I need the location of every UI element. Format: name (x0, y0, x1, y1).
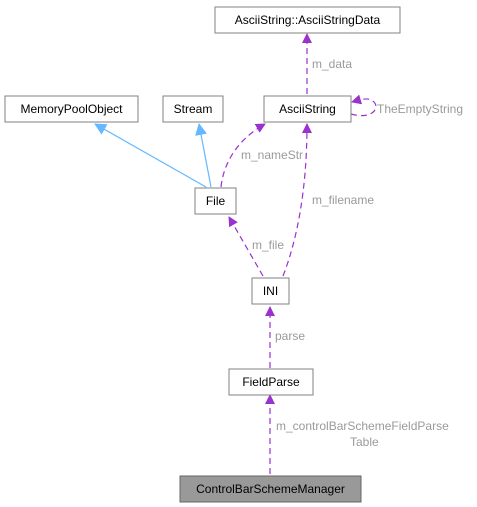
node-ini-label: INI (263, 284, 278, 298)
edge-m-filename (282, 123, 312, 277)
label-parse: parse (275, 329, 305, 343)
node-ascii-string[interactable]: AsciiString (263, 95, 352, 123)
node-memory-pool-object-label: MemoryPoolObject (20, 102, 123, 116)
node-control-bar-scheme-manager-label: ControlBarSchemeManager (196, 482, 345, 496)
edge-m-file (228, 216, 264, 277)
edge-m-name-str (220, 123, 266, 188)
label-m-name-str: m_nameStr (241, 148, 303, 162)
node-ascii-string-data[interactable]: AsciiString::AsciiStringData (214, 6, 401, 34)
node-memory-pool-object[interactable]: MemoryPoolObject (4, 95, 139, 123)
node-stream-label: Stream (174, 102, 213, 116)
node-stream[interactable]: Stream (162, 95, 224, 123)
label-m-control-bar-line1: m_controlBarSchemeFieldParse (276, 419, 449, 433)
label-m-control-bar-line2: Table (350, 435, 379, 449)
node-field-parse[interactable]: FieldParse (228, 368, 314, 396)
node-ascii-string-label: AsciiString (279, 102, 336, 116)
node-ascii-string-data-label: AsciiString::AsciiStringData (235, 13, 381, 27)
node-control-bar-scheme-manager[interactable]: ControlBarSchemeManager (179, 475, 362, 503)
node-ini[interactable]: INI (251, 277, 290, 305)
label-m-file: m_file (252, 238, 284, 252)
node-field-parse-label: FieldParse (242, 375, 300, 389)
edge-inherit-memory-pool-object (94, 123, 207, 188)
node-file[interactable]: File (194, 187, 237, 215)
edge-the-empty-string (350, 94, 377, 117)
label-m-filename: m_filename (312, 193, 374, 207)
node-file-label: File (206, 194, 226, 208)
label-m-data: m_data (312, 57, 352, 71)
edge-inherit-stream (195, 123, 212, 188)
label-the-empty-string: TheEmptyString (377, 102, 463, 116)
